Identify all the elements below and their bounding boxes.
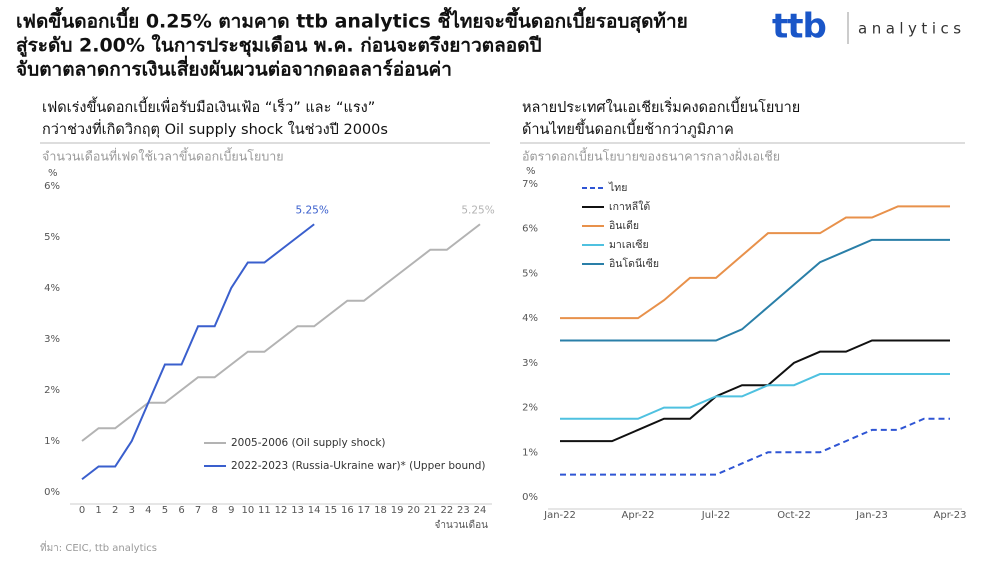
x-tick-label: 22 — [440, 505, 453, 516]
series-line — [81, 223, 481, 442]
x-tick-label: Apr-22 — [622, 510, 655, 521]
x-tick-label: 14 — [308, 505, 321, 516]
chart-subtitle: จำนวนเดือนที่เฟดใช้เวลาขึ้นดอกเบี้ยนโยบา… — [42, 147, 284, 164]
series-line — [560, 205, 950, 320]
x-tick-label: 18 — [374, 505, 387, 516]
series-line — [560, 373, 950, 420]
x-tick-label: 5 — [162, 505, 168, 516]
chart-title: เฟดเร่งขึ้นดอกเบี้ยเพื่อรับมือเงินเฟ้อ “… — [42, 96, 375, 116]
x-tick-label: 4 — [145, 505, 151, 516]
legend-label: ไทย — [608, 181, 627, 194]
x-tick-label: Jul-22 — [701, 510, 730, 521]
x-tick-label: 7 — [195, 505, 201, 516]
legend-label: อินโดนีเซีย — [609, 257, 659, 270]
series-line — [560, 238, 950, 342]
x-tick-label: 1 — [95, 505, 101, 516]
chart-title: ด้านไทยขึ้นดอกเบี้ยช้ากว่าภูมิภาค — [522, 118, 734, 138]
x-tick-label: 9 — [228, 505, 234, 516]
y-axis-label: % — [48, 168, 58, 179]
source: ที่มา: CEIC, ttb analytics — [40, 540, 157, 554]
logo-brand: ttb — [772, 7, 826, 47]
y-tick-label: 5% — [522, 268, 538, 279]
y-tick-label: 7% — [522, 179, 538, 190]
y-axis-label: % — [526, 166, 536, 177]
x-tick-label: 17 — [358, 505, 371, 516]
x-tick-label: 8 — [211, 505, 217, 516]
series-line — [560, 417, 950, 476]
x-tick-label: 13 — [291, 505, 304, 516]
y-tick-label: 3% — [44, 334, 60, 345]
headline: เฟดขึ้นดอกเบี้ย 0.25% ตามคาด ttb analyti… — [16, 7, 688, 34]
y-tick-label: 6% — [522, 224, 538, 235]
y-tick-label: 5% — [44, 232, 60, 243]
x-tick-label: 24 — [474, 505, 487, 516]
headline: จับตาตลาดการเงินเสี่ยงผันผวนต่อจากดอลลาร… — [16, 56, 452, 81]
y-tick-label: 1% — [44, 436, 60, 447]
legend-label: เกาหลีใต้ — [609, 200, 650, 213]
x-tick-label: 21 — [424, 505, 437, 516]
x-tick-label: 23 — [457, 505, 470, 516]
chart-title: หลายประเทศในเอเชียเริ่มคงดอกเบี้ยนโยบาย — [522, 96, 800, 116]
series-line — [81, 223, 315, 481]
y-tick-label: 3% — [522, 358, 538, 369]
y-tick-label: 2% — [44, 385, 60, 396]
headline: สู่ระดับ 2.00% ในการประชุมเดือน พ.ค. ก่อ… — [16, 34, 542, 58]
x-tick-label: 0 — [79, 505, 85, 516]
x-tick-label: 20 — [407, 505, 420, 516]
value-label: 5.25% — [461, 204, 494, 216]
y-tick-label: 0% — [44, 487, 60, 498]
x-tick-label: 15 — [324, 505, 337, 516]
y-tick-label: 4% — [522, 313, 538, 324]
x-tick-label: 11 — [258, 505, 271, 516]
x-tick-label: 12 — [275, 505, 288, 516]
x-tick-label: 2 — [112, 505, 118, 516]
y-tick-label: 1% — [522, 447, 538, 458]
y-tick-label: 4% — [44, 283, 60, 294]
legend-label: 2005-2006 (Oil supply shock) — [231, 437, 386, 449]
series-line — [560, 339, 950, 443]
y-tick-label: 2% — [522, 403, 538, 414]
legend-label: อินเดีย — [609, 219, 639, 232]
x-tick-label: 10 — [241, 505, 254, 516]
logo-text: analytics — [858, 20, 966, 38]
x-tick-label: 16 — [341, 505, 354, 516]
chart-title: กว่าช่วงที่เกิดวิกฤตุ Oil supply shock ใ… — [42, 119, 388, 138]
y-tick-label: 0% — [522, 492, 538, 503]
x-tick-label: Jan-22 — [543, 510, 576, 521]
x-tick-label: 6 — [178, 505, 184, 516]
x-tick-label: Oct-22 — [777, 510, 811, 521]
x-tick-label: 19 — [391, 505, 404, 516]
value-label: 5.25% — [295, 204, 328, 216]
legend-label: 2022-2023 (Russia-Ukraine war)* (Upper b… — [231, 460, 486, 472]
x-tick-label: Apr-23 — [934, 510, 967, 521]
chart-subtitle: อัตราดอกเบี้ยนโยบายของธนาคารกลางฝั่งเอเช… — [522, 147, 780, 164]
x-tick-label: 3 — [129, 505, 135, 516]
legend-label: มาเลเซีย — [609, 238, 649, 251]
x-tick-label: Jan-23 — [855, 510, 888, 521]
y-tick-label: 6% — [44, 181, 60, 192]
x-axis-label: จำนวนเดือน — [434, 519, 488, 531]
